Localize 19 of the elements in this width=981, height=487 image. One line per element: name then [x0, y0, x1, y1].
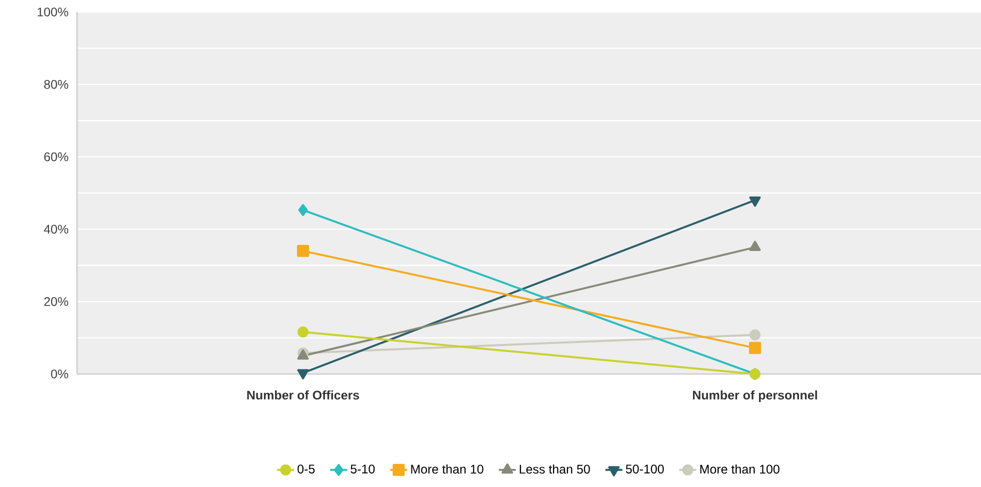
y-tick-label: 40% — [44, 224, 68, 234]
point — [298, 326, 309, 338]
y-tick-label: 0% — [51, 370, 68, 378]
point — [297, 244, 310, 257]
point — [750, 329, 761, 340]
legend-label: 5-10 — [350, 464, 375, 474]
y-tick-label: 80% — [44, 80, 68, 89]
legend-label: More than 10 — [411, 464, 484, 474]
legend-label: 0-5 — [298, 464, 315, 474]
x-tick-label: Number of personnel — [693, 390, 817, 402]
point — [298, 204, 308, 216]
x-tick-label: Number of Officers — [247, 390, 360, 400]
y-tick-label: 20% — [44, 297, 68, 306]
y-tick-label: 60% — [44, 152, 68, 162]
legend-label: Less than 50 — [520, 464, 590, 474]
point — [749, 342, 762, 354]
y-tick-label: 100% — [38, 8, 68, 16]
legend-label: 50-100 — [626, 464, 664, 474]
legend-label: More than 100 — [700, 464, 780, 474]
